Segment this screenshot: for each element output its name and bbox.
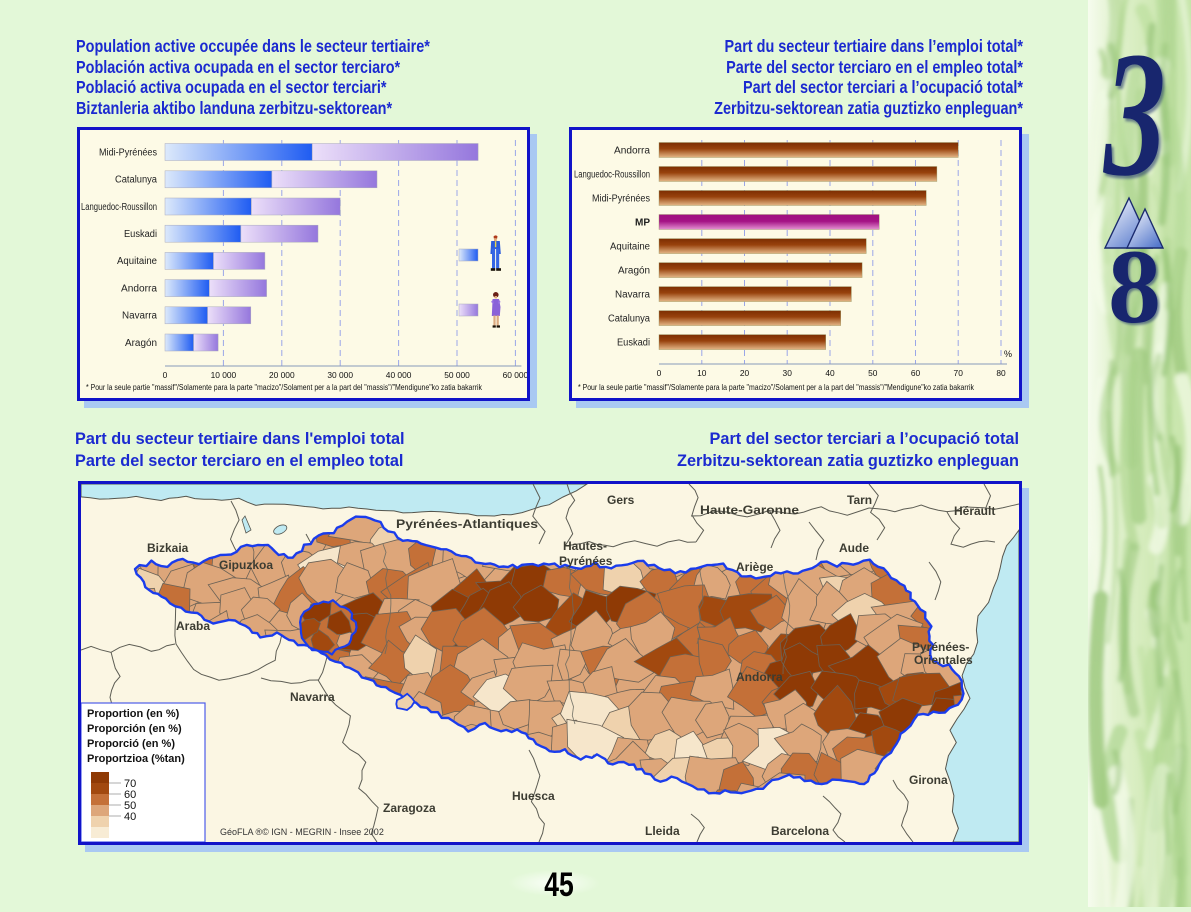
svg-text:Catalunya: Catalunya (115, 175, 157, 186)
svg-text:50 000: 50 000 (444, 370, 470, 380)
svg-text:Hautes-: Hautes- (563, 539, 607, 553)
svg-text:40: 40 (124, 811, 136, 823)
svg-text:Ariège: Ariège (736, 560, 774, 574)
svg-text:Proporció (en %): Proporció (en %) (87, 738, 175, 750)
svg-text:Tarn: Tarn (847, 493, 872, 507)
svg-text:Languedoc-Roussillon: Languedoc-Roussillon (574, 169, 650, 180)
svg-text:Aude: Aude (839, 541, 869, 555)
svg-text:40 000: 40 000 (386, 370, 412, 380)
svg-text:50: 50 (124, 800, 136, 812)
svg-text:Aquitaine: Aquitaine (117, 256, 157, 267)
svg-text:GéoFLA ®© IGN - MEGRIN - Insee: GéoFLA ®© IGN - MEGRIN - Insee 2002 (220, 827, 384, 837)
svg-text:Gipuzkoa: Gipuzkoa (219, 558, 273, 572)
svg-text:Aragón: Aragón (618, 265, 650, 276)
svg-text:40: 40 (825, 368, 835, 378)
svg-text:Hérault: Hérault (954, 504, 995, 518)
svg-text:70: 70 (954, 368, 964, 378)
svg-text:Navarra: Navarra (122, 311, 157, 322)
svg-text:Girona: Girona (909, 773, 948, 787)
svg-text:Pyrénées-Atlantiques: Pyrénées-Atlantiques (396, 517, 538, 531)
svg-text:Pyrénées-: Pyrénées- (912, 640, 969, 654)
svg-text:* Pour la seule partie "massif: * Pour la seule partie "massif"/Solament… (86, 382, 483, 392)
svg-text:60: 60 (124, 789, 136, 801)
svg-text:Pyrénées: Pyrénées (559, 554, 613, 568)
svg-text:Navarra: Navarra (290, 690, 335, 704)
svg-text:Huesca: Huesca (512, 789, 555, 803)
svg-text:Euskadi: Euskadi (617, 337, 650, 348)
svg-text:Andorra: Andorra (736, 670, 783, 684)
svg-text:Catalunya: Catalunya (608, 313, 650, 324)
svg-text:Andorra: Andorra (121, 283, 157, 294)
svg-text:%: % (1004, 349, 1012, 359)
svg-text:Bizkaia: Bizkaia (147, 541, 189, 555)
svg-text:Proporción (en %): Proporción (en %) (87, 723, 182, 735)
svg-text:Gers: Gers (607, 493, 635, 507)
svg-text:Midi-Pyrénées: Midi-Pyrénées (99, 147, 157, 158)
svg-text:Barcelona: Barcelona (771, 824, 829, 838)
svg-text:Aragón: Aragón (125, 338, 157, 349)
svg-text:30 000: 30 000 (327, 370, 353, 380)
svg-text:60 000: 60 000 (503, 370, 527, 380)
svg-text:Euskadi: Euskadi (124, 229, 157, 240)
svg-text:20: 20 (740, 368, 750, 378)
svg-text:Midi-Pyrénées: Midi-Pyrénées (592, 193, 650, 204)
svg-text:10: 10 (697, 368, 707, 378)
svg-text:20 000: 20 000 (269, 370, 295, 380)
svg-text:Proportion (en %): Proportion (en %) (87, 708, 180, 720)
svg-text:30: 30 (783, 368, 793, 378)
svg-text:70: 70 (124, 778, 136, 790)
svg-text:Proportzioa (%tan): Proportzioa (%tan) (87, 753, 185, 765)
svg-text:Andorra: Andorra (614, 145, 650, 156)
svg-text:0: 0 (657, 368, 662, 378)
svg-text:MP: MP (635, 217, 650, 228)
svg-text:0: 0 (163, 370, 168, 380)
svg-text:10 000: 10 000 (211, 370, 237, 380)
svg-text:80: 80 (996, 368, 1006, 378)
svg-text:Languedoc-Roussillon: Languedoc-Roussillon (81, 202, 157, 213)
svg-text:Haute-Garonne: Haute-Garonne (700, 503, 799, 517)
svg-text:Araba: Araba (176, 619, 210, 633)
svg-text:Aquitaine: Aquitaine (610, 241, 650, 252)
svg-text:Lleida: Lleida (645, 824, 680, 838)
svg-text:* Pour la seule partie "massif: * Pour la seule partie "massif"/Solament… (578, 382, 975, 392)
svg-text:50: 50 (868, 368, 878, 378)
svg-text:60: 60 (911, 368, 921, 378)
svg-text:Navarra: Navarra (615, 289, 650, 300)
svg-text:Orientales: Orientales (914, 653, 973, 667)
svg-text:Zaragoza: Zaragoza (383, 801, 436, 815)
